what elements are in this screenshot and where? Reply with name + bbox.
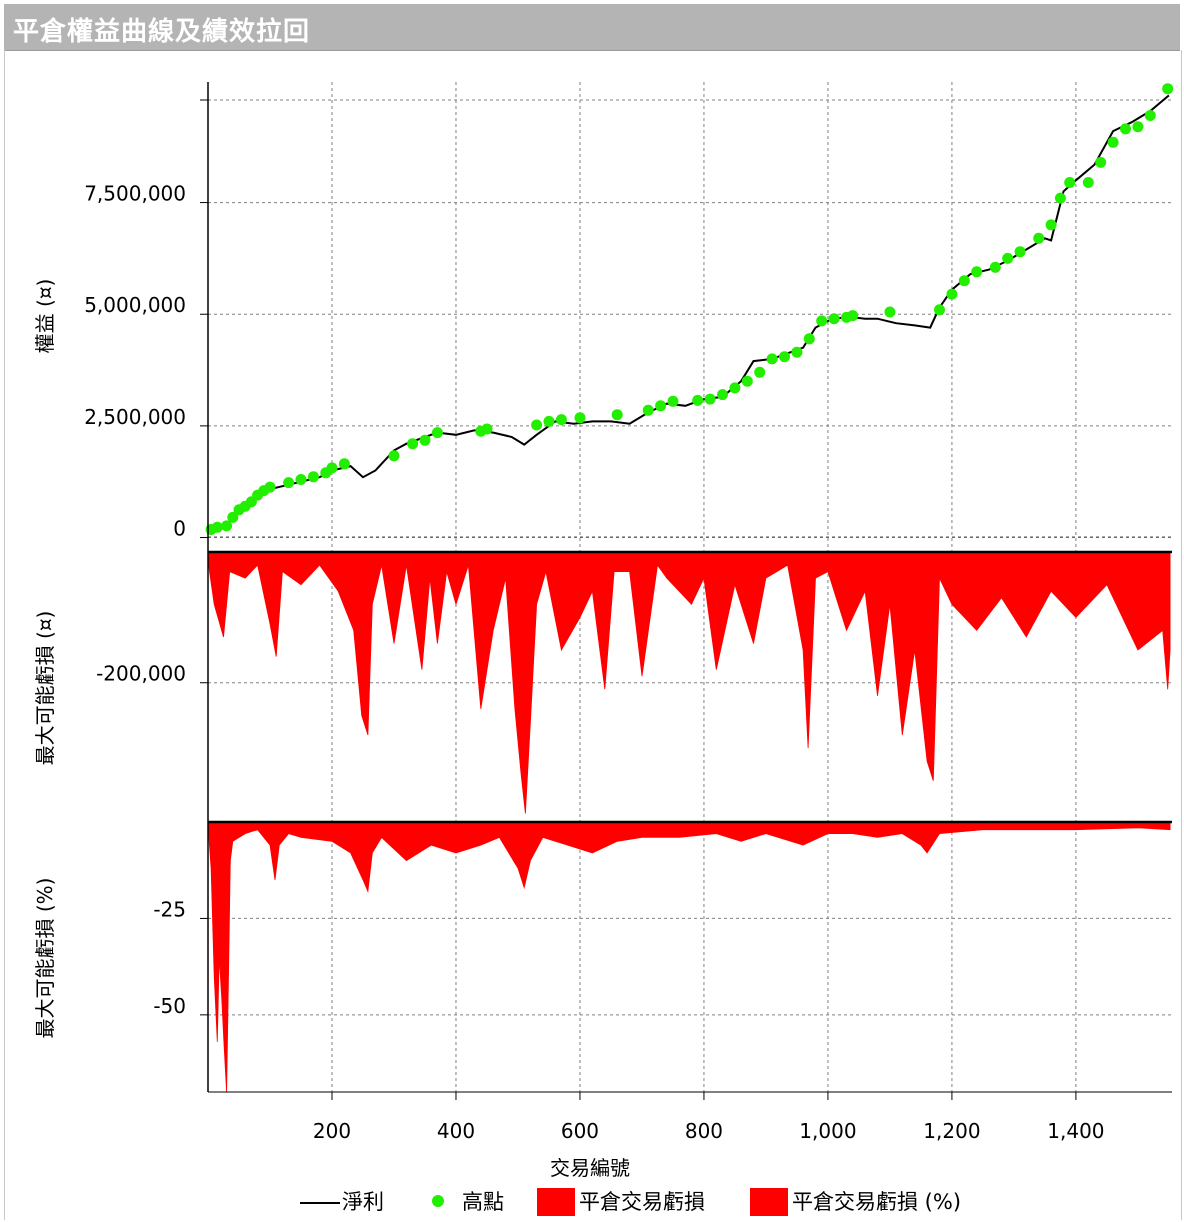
high-point xyxy=(295,474,307,485)
high-point xyxy=(642,404,654,416)
high-point xyxy=(1014,246,1026,258)
high-point xyxy=(407,438,419,450)
high-point xyxy=(221,520,233,532)
high-point xyxy=(611,409,623,421)
legend-swatch-dot xyxy=(432,1195,444,1207)
high-point xyxy=(1033,232,1045,244)
high-point xyxy=(326,462,338,474)
legend-swatch-box xyxy=(750,1188,788,1216)
x-tick-label: 400 xyxy=(437,1119,475,1143)
drawdown-percent-area xyxy=(208,821,1171,1093)
high-point xyxy=(431,427,443,439)
drawdown-areas xyxy=(208,551,1171,1093)
y-tick-label: 5,000,000 xyxy=(84,293,186,317)
high-point xyxy=(729,382,741,394)
title-bar: 平倉權益曲線及績效拉回 xyxy=(4,4,1180,51)
high-point xyxy=(481,423,493,435)
high-point xyxy=(692,394,704,406)
high-point xyxy=(227,511,239,523)
high-point xyxy=(828,313,840,325)
high-point xyxy=(1162,83,1174,95)
high-point xyxy=(1144,110,1156,121)
high-point xyxy=(958,275,970,287)
equity-y-axis-title: 權益 (¤) xyxy=(33,279,57,354)
high-point xyxy=(264,481,276,493)
high-point xyxy=(816,315,828,327)
y-tick-label: 7,500,000 xyxy=(84,182,186,206)
equity-series xyxy=(205,83,1174,535)
high-point xyxy=(1095,156,1107,168)
legend-label: 高點 xyxy=(462,1190,504,1214)
high-point xyxy=(704,393,716,405)
high-point xyxy=(989,261,1001,273)
high-point xyxy=(934,304,945,316)
high-point xyxy=(1120,123,1131,135)
high-point xyxy=(543,415,555,427)
high-point xyxy=(667,395,679,407)
high-point xyxy=(1107,136,1119,148)
high-point xyxy=(283,477,295,489)
net-profit-line xyxy=(208,94,1170,532)
high-point xyxy=(338,458,350,470)
x-tick-label: 600 xyxy=(561,1119,599,1143)
high-point xyxy=(388,450,400,462)
high-point xyxy=(1002,252,1014,264)
legend-swatch-box xyxy=(537,1188,575,1216)
legend-item: 高點 xyxy=(432,1190,504,1214)
y-tick-label: -50 xyxy=(153,994,186,1018)
high-point xyxy=(847,310,859,322)
high-point xyxy=(531,419,543,431)
high-point xyxy=(791,346,803,358)
window-title: 平倉權益曲線及績效拉回 xyxy=(13,17,311,47)
high-point xyxy=(717,389,728,401)
y-tick-label: 0 xyxy=(173,517,186,541)
high-point xyxy=(884,306,896,318)
x-tick-label: 1,000 xyxy=(799,1119,856,1143)
axis-labels: 權益 (¤) 最大可能虧損 (¤) 最大可能虧損 (%) 交易編號 xyxy=(33,279,630,1180)
high-point xyxy=(766,353,778,365)
legend-label: 平倉交易虧損 (%) xyxy=(792,1190,961,1214)
x-tick-label: 200 xyxy=(313,1119,351,1143)
high-point xyxy=(803,333,815,345)
legend: 淨利 高點 平倉交易虧損 平倉交易虧損 (%) xyxy=(300,1188,961,1216)
high-point xyxy=(1064,177,1076,188)
legend-label: 淨利 xyxy=(342,1190,384,1214)
high-point xyxy=(574,412,586,424)
high-point xyxy=(754,366,766,378)
legend-item: 淨利 xyxy=(300,1190,384,1214)
high-point xyxy=(1132,121,1144,133)
high-point xyxy=(1054,192,1066,204)
y-tick-label: -200,000 xyxy=(96,662,186,686)
drawdown-amount-area xyxy=(208,551,1171,814)
x-tick-label: 800 xyxy=(685,1119,723,1143)
drawdown-percent-y-axis-title: 最大可能虧損 (%) xyxy=(33,878,57,1039)
high-point xyxy=(1045,219,1057,231)
legend-item: 平倉交易虧損 (%) xyxy=(750,1188,961,1216)
high-point xyxy=(307,471,319,483)
high-point xyxy=(419,434,431,446)
chart-frame xyxy=(4,50,1182,1220)
high-point xyxy=(555,414,567,426)
high-point xyxy=(779,351,790,363)
high-point xyxy=(211,521,223,533)
high-point xyxy=(1082,177,1094,188)
high-point xyxy=(971,266,983,278)
y-tick-label: -25 xyxy=(153,897,186,921)
legend-item: 平倉交易虧損 xyxy=(537,1188,705,1216)
legend-label: 平倉交易虧損 xyxy=(579,1190,705,1214)
high-point xyxy=(655,400,667,412)
y-tick-label: 2,500,000 xyxy=(84,405,186,429)
x-axis-title: 交易編號 xyxy=(550,1156,630,1180)
axes: 200 400 600 800 1,000 1,200 1,400 0 2,500,000 5,0… xyxy=(84,82,1172,1143)
x-tick-label: 1,200 xyxy=(923,1119,980,1143)
drawdown-amount-y-axis-title: 最大可能虧損 (¤) xyxy=(33,611,57,766)
x-tick-label: 1,400 xyxy=(1047,1119,1104,1143)
high-point xyxy=(946,288,958,300)
high-point xyxy=(741,375,753,387)
